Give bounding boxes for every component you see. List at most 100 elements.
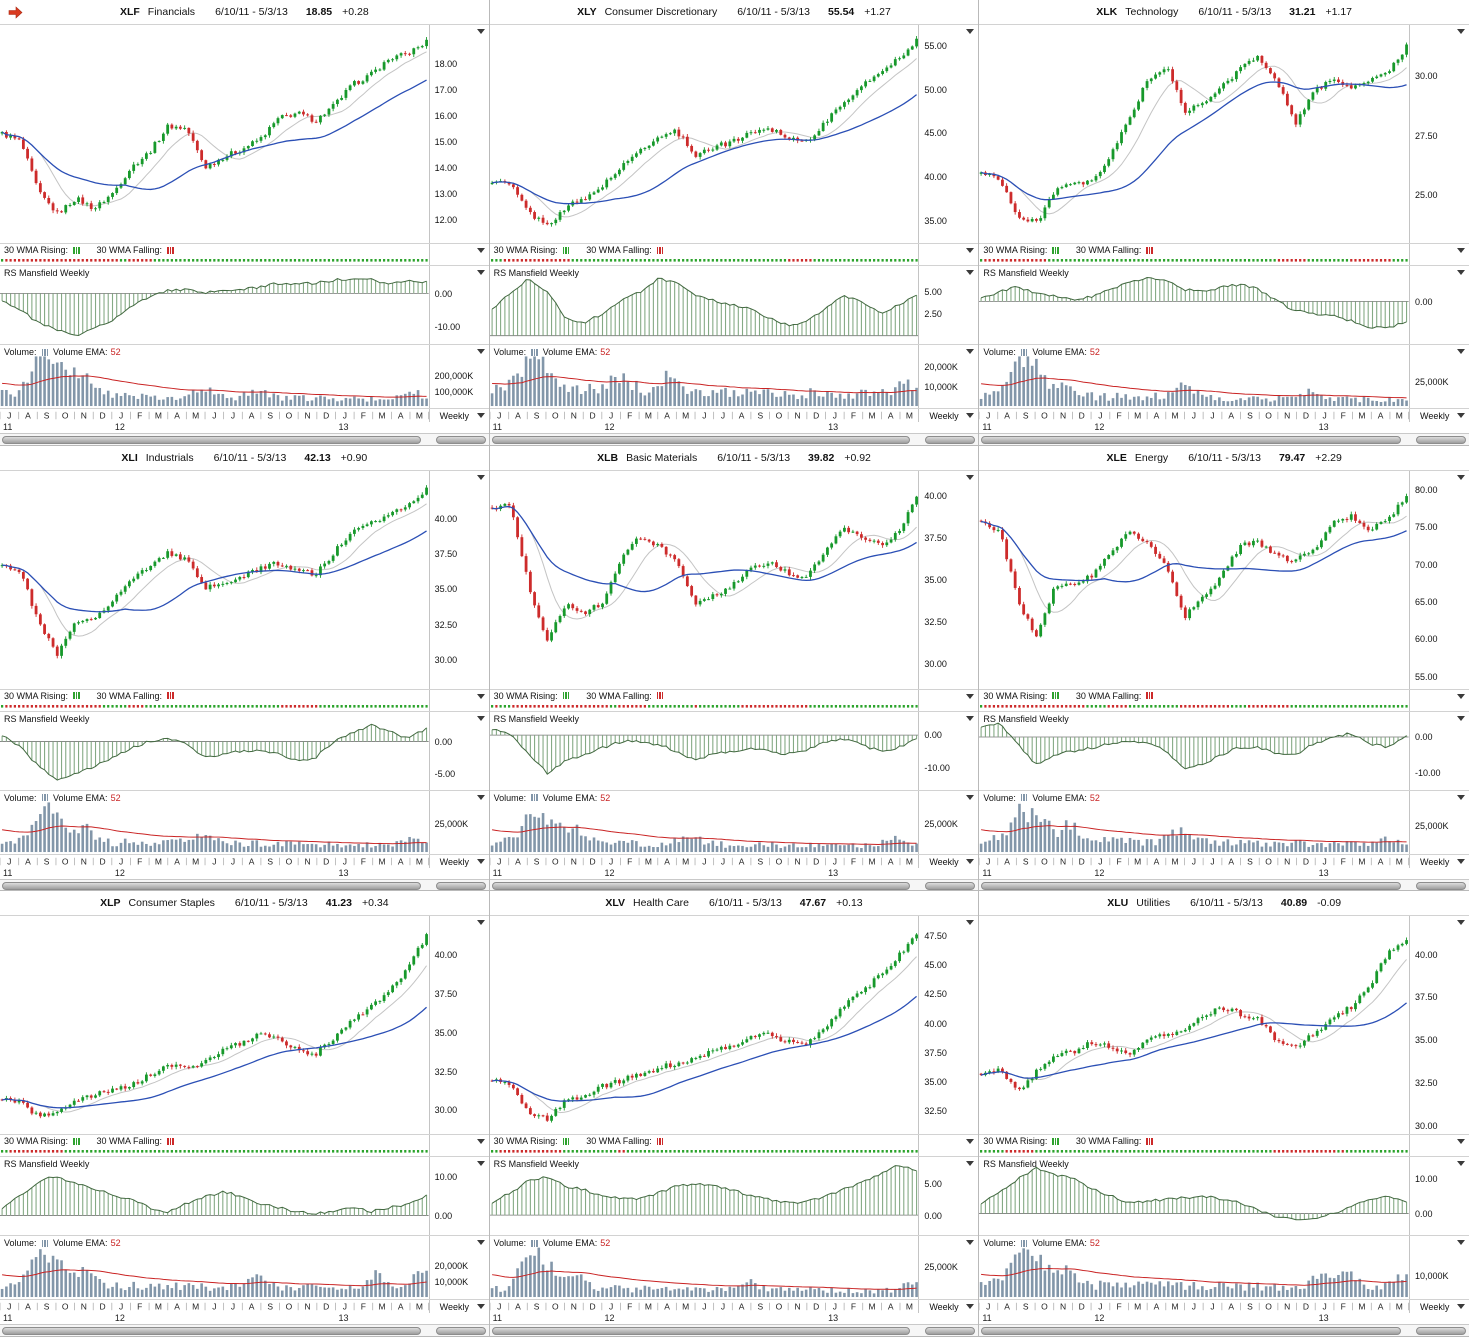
chevron-down-icon[interactable] <box>1456 1161 1465 1167</box>
chevron-down-icon[interactable] <box>1456 715 1465 721</box>
chevron-down-icon[interactable] <box>966 474 975 480</box>
rs-mansfield-chart[interactable]: RS Mansfield Weekly <box>489 711 920 790</box>
svg-text:F: F <box>137 412 142 421</box>
chevron-down-icon[interactable] <box>476 794 485 800</box>
scrollbar-thumb-axis[interactable] <box>925 436 976 444</box>
scrollbar-thumb-axis[interactable] <box>1415 1327 1466 1336</box>
volume-chart[interactable]: Volume: Volume EMA: 52 <box>979 1236 1410 1300</box>
chevron-down-icon[interactable] <box>966 693 975 699</box>
rs-mansfield-chart[interactable]: RS Mansfield Weekly <box>0 266 430 344</box>
chevron-down-icon[interactable] <box>1456 29 1465 34</box>
chevron-down-icon[interactable] <box>1456 248 1465 253</box>
scrollbar-thumb[interactable] <box>981 881 1401 890</box>
scrollbar-thumb-axis[interactable] <box>925 881 976 890</box>
rs-mansfield-chart[interactable]: RS Mansfield Weekly <box>0 1157 430 1236</box>
chevron-down-icon[interactable] <box>966 794 975 800</box>
chevron-down-icon[interactable] <box>476 1139 485 1145</box>
chevron-down-icon[interactable] <box>476 1240 485 1246</box>
chevron-down-icon[interactable] <box>476 349 485 354</box>
volume-chart[interactable]: Volume: Volume EMA: 52 <box>490 1236 920 1300</box>
rs-mansfield-chart[interactable]: RS Mansfield Weekly <box>0 711 430 790</box>
price-chart[interactable] <box>490 470 920 689</box>
volume-chart[interactable]: Volume: Volume EMA: 52 <box>490 345 920 408</box>
chevron-down-icon[interactable] <box>476 474 485 480</box>
timeframe-selector[interactable]: Weekly <box>439 1302 469 1313</box>
scrollbar-thumb[interactable] <box>981 1327 1401 1336</box>
timeframe-selector[interactable]: Weekly <box>929 856 959 867</box>
volume-chart[interactable]: Volume: Volume EMA: 52 <box>0 790 430 854</box>
chevron-down-icon[interactable] <box>966 349 975 354</box>
chevron-down-icon[interactable] <box>1456 858 1465 864</box>
volume-chart[interactable]: Volume: Volume EMA: 52 <box>979 345 1410 408</box>
timeframe-selector[interactable]: Weekly <box>1419 856 1450 867</box>
timeframe-selector[interactable]: Weekly <box>439 856 469 867</box>
chevron-down-icon[interactable] <box>966 1304 975 1310</box>
chevron-down-icon[interactable] <box>1456 349 1465 354</box>
chevron-down-icon[interactable] <box>966 1139 975 1145</box>
scrollbar-thumb[interactable] <box>491 436 911 444</box>
chevron-down-icon[interactable] <box>966 413 975 418</box>
scrollbar-thumb[interactable] <box>491 1327 911 1336</box>
chevron-down-icon[interactable] <box>966 248 975 253</box>
timeframe-selector[interactable]: Weekly <box>439 411 469 421</box>
price-chart[interactable] <box>979 470 1410 689</box>
rs-mansfield-chart[interactable]: RS Mansfield Weekly <box>979 266 1410 344</box>
chevron-down-icon[interactable] <box>476 920 485 926</box>
chevron-down-icon[interactable] <box>1456 794 1465 800</box>
timeframe-selector[interactable]: Weekly <box>1419 1302 1450 1313</box>
volume-chart[interactable]: Volume: Volume EMA: 52 <box>979 790 1410 854</box>
scrollbar-thumb[interactable] <box>2 881 421 890</box>
chevron-down-icon[interactable] <box>476 248 485 253</box>
rs-mansfield-chart[interactable]: RS Mansfield Weekly <box>489 1157 920 1236</box>
chevron-down-icon[interactable] <box>1456 1139 1465 1145</box>
price-chart[interactable] <box>0 916 430 1135</box>
price-chart[interactable] <box>490 25 920 243</box>
chevron-down-icon[interactable] <box>966 920 975 926</box>
chevron-down-icon[interactable] <box>1456 920 1465 926</box>
rs-mansfield-chart[interactable]: RS Mansfield Weekly <box>489 266 920 344</box>
scrollbar-thumb-axis[interactable] <box>435 436 486 444</box>
chevron-down-icon[interactable] <box>966 1240 975 1246</box>
chevron-down-icon[interactable] <box>966 29 975 34</box>
chevron-down-icon[interactable] <box>476 1304 485 1310</box>
scrollbar-thumb-axis[interactable] <box>1415 436 1466 444</box>
rs-mansfield-chart[interactable]: RS Mansfield Weekly <box>979 711 1410 790</box>
chevron-down-icon[interactable] <box>966 858 975 864</box>
chevron-down-icon[interactable] <box>476 858 485 864</box>
timeframe-selector[interactable]: Weekly <box>929 411 959 421</box>
scrollbar-thumb[interactable] <box>491 881 911 890</box>
chevron-down-icon[interactable] <box>476 29 485 34</box>
chevron-down-icon[interactable] <box>1456 474 1465 480</box>
volume-chart[interactable]: Volume: Volume EMA: 52 <box>490 790 920 854</box>
rs-mansfield-chart[interactable]: RS Mansfield Weekly <box>979 1157 1410 1236</box>
volume-chart[interactable]: Volume: Volume EMA: 52 <box>0 1236 430 1300</box>
chevron-down-icon[interactable] <box>476 1161 485 1167</box>
scrollbar-thumb-axis[interactable] <box>1415 881 1466 890</box>
scrollbar-thumb-axis[interactable] <box>435 881 486 890</box>
timeframe-selector[interactable]: Weekly <box>929 1302 959 1313</box>
chevron-down-icon[interactable] <box>966 715 975 721</box>
chevron-down-icon[interactable] <box>966 1161 975 1167</box>
price-chart[interactable] <box>979 916 1410 1135</box>
volume-chart[interactable]: Volume: Volume EMA: 52 <box>0 345 430 408</box>
scrollbar-thumb[interactable] <box>2 1327 421 1336</box>
chevron-down-icon[interactable] <box>1456 413 1465 418</box>
price-chart[interactable] <box>0 25 430 243</box>
scrollbar-thumb[interactable] <box>2 436 421 444</box>
price-chart[interactable] <box>0 470 430 689</box>
chevron-down-icon[interactable] <box>476 413 485 418</box>
scrollbar-thumb[interactable] <box>981 436 1401 444</box>
chevron-down-icon[interactable] <box>1456 270 1465 275</box>
chevron-down-icon[interactable] <box>966 270 975 275</box>
scrollbar-thumb-axis[interactable] <box>925 1327 976 1336</box>
chevron-down-icon[interactable] <box>1456 693 1465 699</box>
chevron-down-icon[interactable] <box>1456 1240 1465 1246</box>
chevron-down-icon[interactable] <box>476 715 485 721</box>
price-chart[interactable] <box>979 25 1410 243</box>
chevron-down-icon[interactable] <box>476 270 485 275</box>
scrollbar-thumb-axis[interactable] <box>435 1327 486 1336</box>
price-chart[interactable] <box>490 916 920 1135</box>
chevron-down-icon[interactable] <box>1456 1304 1465 1310</box>
timeframe-selector[interactable]: Weekly <box>1419 411 1450 421</box>
chevron-down-icon[interactable] <box>476 693 485 699</box>
